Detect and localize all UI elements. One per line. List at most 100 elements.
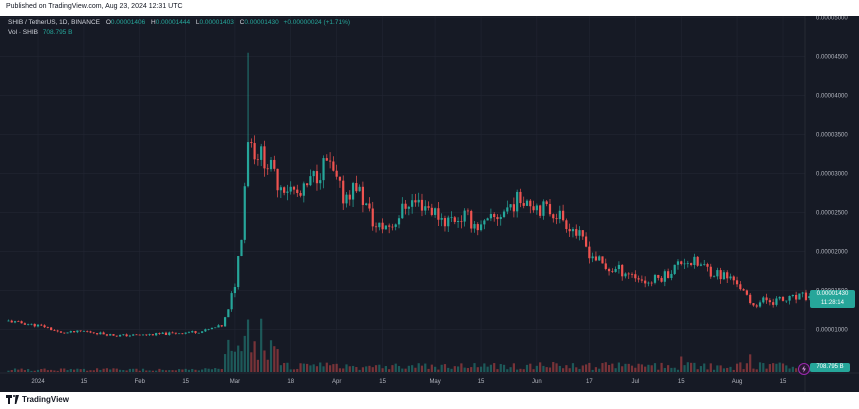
volume-bar bbox=[132, 368, 135, 372]
volume-bar bbox=[749, 354, 752, 372]
candle-body bbox=[214, 327, 217, 329]
candle-body bbox=[588, 246, 591, 259]
volume-bar bbox=[667, 365, 670, 372]
lightning-icon[interactable] bbox=[798, 363, 810, 375]
candle-body bbox=[148, 334, 151, 336]
time-tick-label: 15 bbox=[478, 379, 485, 385]
time-tick-label: 15 bbox=[182, 379, 189, 385]
candle-body bbox=[355, 183, 358, 192]
candle-body bbox=[637, 278, 640, 280]
volume-bar bbox=[447, 367, 450, 372]
candle-body bbox=[227, 309, 230, 318]
volume-bar bbox=[686, 362, 689, 372]
volume-bar bbox=[479, 366, 483, 372]
volume-bar bbox=[43, 368, 46, 372]
candle-body bbox=[673, 264, 676, 274]
candle-body bbox=[591, 256, 594, 259]
price-tick-label: 0.00004500 bbox=[816, 55, 848, 61]
candle-body bbox=[309, 176, 312, 186]
candle-body bbox=[345, 194, 348, 204]
volume-bar bbox=[772, 363, 775, 372]
time-tick-label: Apr bbox=[332, 379, 341, 385]
candle-body bbox=[102, 332, 105, 335]
volume-bar bbox=[434, 366, 437, 372]
candle-body bbox=[558, 210, 561, 220]
volume-bar bbox=[542, 365, 545, 372]
candle-body bbox=[302, 183, 305, 196]
candle-body bbox=[200, 331, 204, 333]
time-tick-label: Mar bbox=[230, 379, 240, 385]
candle-body bbox=[772, 302, 775, 305]
time-tick-label: Aug bbox=[732, 379, 743, 385]
volume-bar bbox=[273, 346, 276, 372]
candlestick-chart[interactable]: 0.00005000 0.00004500 0.00004000 0.00003500… bbox=[0, 16, 859, 392]
volume-bar bbox=[430, 364, 433, 372]
candle-body bbox=[388, 225, 391, 227]
volume-bar bbox=[516, 369, 519, 372]
volume-bar bbox=[558, 365, 561, 372]
time-tick-label: 15 bbox=[678, 379, 685, 385]
volume-bar bbox=[128, 368, 131, 372]
candle-body bbox=[548, 204, 552, 215]
volume-bar bbox=[562, 368, 565, 372]
volume-bar bbox=[371, 367, 374, 372]
volume-bar bbox=[76, 368, 79, 372]
volume-bar bbox=[283, 362, 286, 372]
candle-body bbox=[460, 220, 463, 222]
candle-body bbox=[437, 208, 440, 220]
candle-body bbox=[476, 224, 479, 231]
volume-bar bbox=[568, 368, 571, 372]
chart-pane[interactable]: 0.00005000 0.00004500 0.00004000 0.00003500… bbox=[0, 16, 859, 392]
volume-bar bbox=[732, 369, 735, 372]
volume-bar bbox=[696, 369, 699, 372]
volume-bar bbox=[342, 368, 345, 372]
candle-body bbox=[703, 264, 706, 265]
volume-label[interactable]: Vol · SHIB bbox=[8, 29, 38, 36]
volume-bar bbox=[647, 364, 650, 372]
candle-body bbox=[125, 334, 128, 337]
volume-bar bbox=[260, 318, 263, 372]
candle-body bbox=[758, 302, 762, 307]
candle-body bbox=[66, 332, 69, 334]
tradingview-logo-icon[interactable]: TradingView bbox=[6, 395, 69, 404]
price-tick-label: 0.00003000 bbox=[816, 172, 848, 178]
candle-body bbox=[178, 333, 181, 335]
candle-body bbox=[594, 256, 598, 261]
volume-bar bbox=[676, 369, 680, 372]
candle-body bbox=[575, 229, 578, 236]
volume-bar bbox=[716, 365, 719, 372]
volume-bar bbox=[663, 367, 666, 372]
time-tick-label: 2024 bbox=[31, 379, 45, 385]
volume-bar bbox=[591, 369, 594, 372]
volume-bar bbox=[522, 369, 525, 372]
candle-body bbox=[660, 277, 663, 282]
open-value: 0.00001406 bbox=[110, 19, 146, 26]
candle-body bbox=[204, 329, 207, 332]
candle-body bbox=[292, 186, 296, 190]
candle-body bbox=[785, 300, 788, 302]
volume-bar bbox=[95, 368, 99, 372]
candle-body bbox=[155, 333, 158, 336]
candle-body bbox=[33, 323, 36, 327]
candle-body bbox=[614, 268, 617, 272]
last-price-tag: 0.00001430 11:28:14 bbox=[810, 290, 855, 309]
candle-body bbox=[479, 224, 483, 231]
volume-bar bbox=[309, 365, 312, 372]
volume-bar bbox=[709, 363, 712, 372]
open-label: O bbox=[105, 19, 111, 26]
time-tick-label: 15 bbox=[81, 379, 88, 385]
candle-body bbox=[197, 332, 200, 334]
candle-body bbox=[407, 206, 410, 209]
volume-bar bbox=[532, 369, 535, 372]
candle-body bbox=[529, 200, 532, 207]
volume-bar bbox=[168, 370, 171, 372]
candle-body bbox=[20, 321, 23, 324]
volume-bar bbox=[575, 367, 578, 372]
candle-body bbox=[73, 331, 76, 333]
volume-bar bbox=[122, 369, 125, 372]
candle-body bbox=[516, 191, 519, 212]
volume-bar bbox=[594, 367, 598, 372]
symbol-title[interactable]: SHIB / TetherUS, 1D, BINANCE bbox=[8, 19, 100, 26]
volume-bar bbox=[506, 369, 509, 372]
candle-body bbox=[676, 261, 680, 265]
